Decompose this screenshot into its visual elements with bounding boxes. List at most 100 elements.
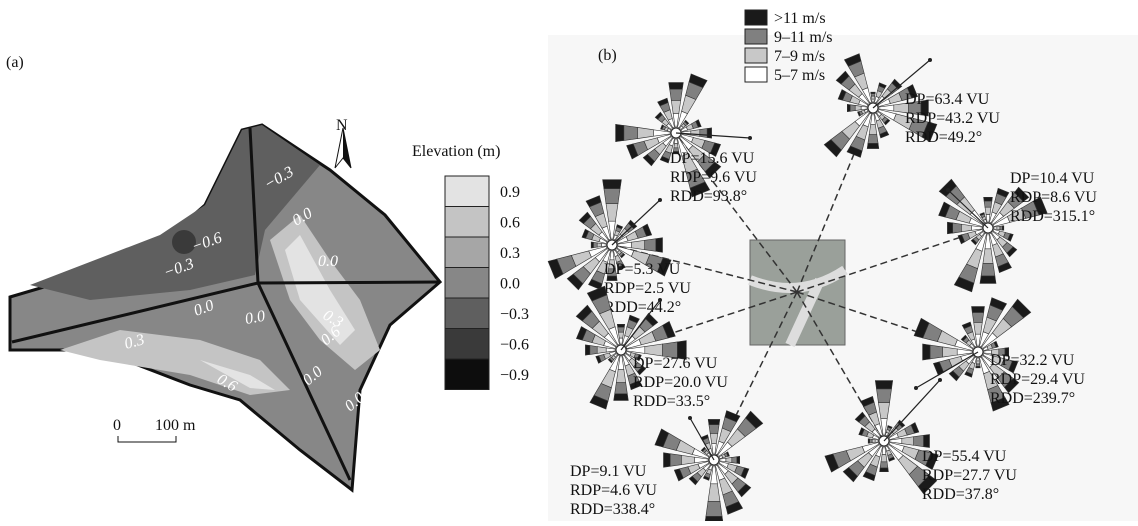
elevation-legend: 0.90.60.30.0−0.3−0.6−0.9 [445,176,529,390]
station-label: DP=5.3 VU [604,261,681,278]
rose-petal [961,224,971,232]
station-label: RDD=49.2° [905,129,982,146]
rose-petal [720,458,726,461]
rose-petal [880,468,889,472]
rose-petal [972,312,983,322]
rose-petal [645,239,656,252]
rose-petal [986,215,990,223]
station-label: DP=55.4 VU [922,448,1007,465]
panel-label: (b) [598,47,617,64]
rose-petal [597,347,606,354]
legend-label: >11 m/s [774,10,826,27]
arrow-head [658,298,662,302]
contour-label: 0.0 [318,253,338,270]
station-label: RDP=29.4 VU [990,371,1085,388]
rose-petal [877,389,892,403]
station-label: RDP=9.6 VU [670,169,757,186]
rose-petal [871,96,874,99]
legend-swatch [445,237,489,268]
legend-swatch [745,29,767,44]
station-label: DP=63.4 VU [905,91,990,108]
rose-petal [914,435,924,446]
rose-petal [670,89,683,100]
rose-petal [591,242,593,248]
station-label: RDD=315.1° [1010,208,1095,225]
rose-petal [861,106,867,109]
rose-petal [706,502,722,517]
legend-label: 0.9 [500,184,520,201]
rose-petal [710,433,718,443]
station-label: DP=15.6 VU [670,150,755,167]
rose-petal [585,345,589,355]
rose-petal [881,454,887,461]
rose-petal [602,244,607,247]
legend-label: 7–9 m/s [774,48,825,65]
legend-label: 5–7 m/s [774,67,825,84]
rose-petal [983,249,993,264]
rose-petal [871,94,875,97]
rose-petal [656,238,663,253]
arrow-head [658,198,662,202]
rose-petal [664,453,671,468]
rose-petal [880,462,888,468]
rose-petal [984,197,993,201]
rose-petal [994,227,997,230]
legend-swatch [745,10,767,25]
station-label: RDP=43.2 VU [905,110,1000,127]
rose-petal [997,226,1000,229]
rose-petal [974,322,983,334]
station-label: RDD=33.5° [633,393,710,410]
station-label: RDP=27.7 VU [922,467,1017,484]
rose-petal [732,457,737,464]
north-label: N [336,117,348,134]
rose-petal [707,128,711,138]
rose-petal [981,264,995,276]
rose-petal [850,105,855,112]
rose-petal [869,124,877,134]
rose-petal [847,104,850,111]
legend-label: −0.9 [500,367,529,384]
figure: (a) (b) N 0 100 m Elevation (m) 0.90.60.… [0,0,1138,521]
rose-petal [855,105,861,110]
rose-petal [985,207,991,214]
legend-label: 0.0 [500,276,520,293]
rose-petal [972,307,985,313]
legend-swatch [445,329,489,360]
rose-petal [870,439,873,443]
rose-petal [593,242,597,247]
rose-petal [882,447,886,455]
rose-petal [616,124,624,141]
rose-petal [924,435,930,448]
rose-petal [700,129,707,138]
rose-petal [984,201,992,207]
rose-petal [617,324,624,327]
rose-petal [597,243,601,247]
legend-swatch [445,298,489,329]
rose-petal [671,100,680,113]
legend-label: −0.6 [500,337,529,354]
rose-petal [872,439,875,442]
rose-petal [868,439,869,444]
rose-petal [618,327,625,332]
contour-label: 0.0 [244,308,267,328]
rose-petal [604,189,620,204]
rose-petal [980,276,996,283]
legend-swatch [745,48,767,63]
arrow-head [748,136,752,140]
rose-petal [977,358,980,361]
rose-petal [603,180,622,189]
rose-petal [681,455,694,464]
rose-petal [875,381,892,389]
legend-label: 0.6 [500,215,520,232]
legend-swatch [445,176,489,207]
arrow-head [928,58,932,62]
rose-petal [674,143,678,147]
rose-petal [976,366,981,367]
rose-petal [868,135,878,144]
station-label: RDD=37.8° [922,486,999,503]
station-label: RDD=338.4° [570,501,655,518]
arrow-head [914,386,918,390]
legend-swatch [745,67,767,82]
rose-petal [1002,226,1003,231]
rose-petal [942,347,957,357]
